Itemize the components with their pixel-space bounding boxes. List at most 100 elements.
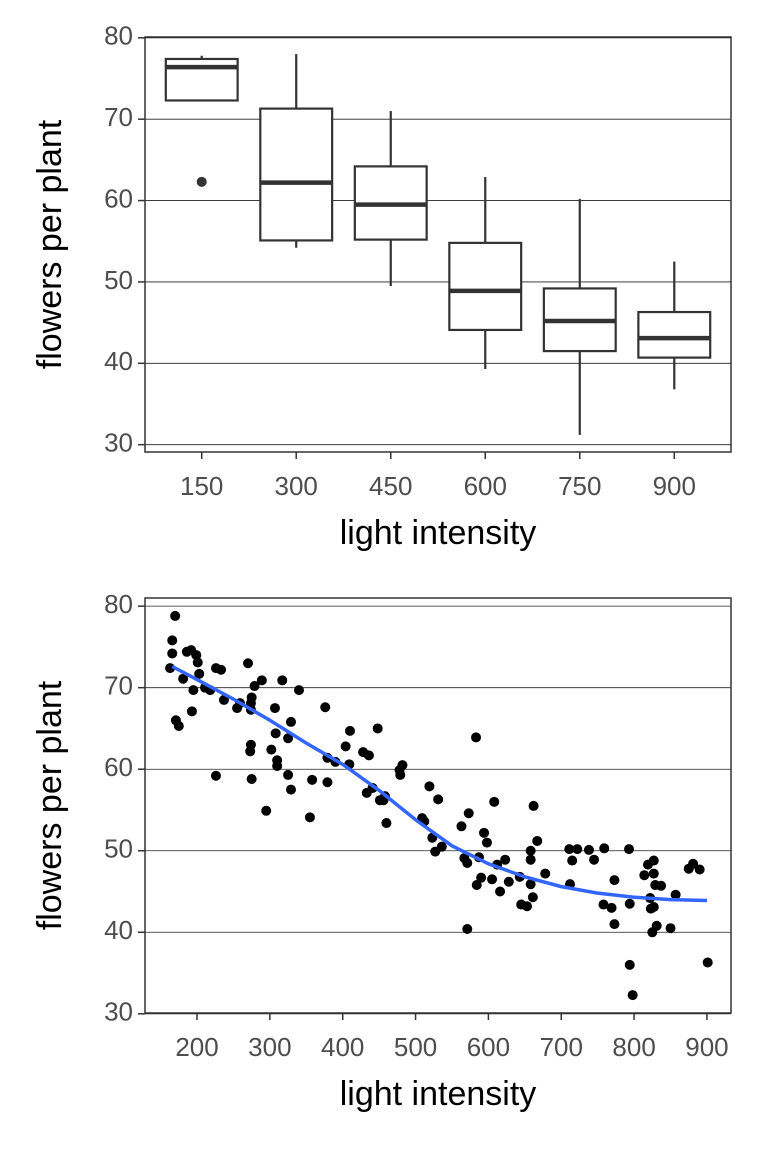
y-tick-label: 70 [104, 102, 133, 132]
x-tick-label: 700 [540, 1032, 583, 1062]
point [340, 741, 351, 752]
point [503, 876, 514, 887]
point [522, 901, 533, 912]
point [627, 990, 638, 1001]
point [395, 769, 406, 780]
box [448, 241, 523, 332]
point [688, 858, 699, 869]
point [186, 706, 197, 717]
x-tick-label: 600 [464, 471, 507, 501]
point [589, 854, 600, 865]
point [170, 610, 181, 621]
point [307, 774, 318, 785]
point [456, 821, 467, 832]
point [243, 658, 254, 669]
panel-border [144, 36, 732, 453]
point [283, 733, 294, 744]
point [540, 868, 551, 879]
box [259, 107, 334, 242]
point [481, 837, 492, 848]
point [167, 648, 178, 659]
point [283, 769, 294, 780]
box [637, 310, 712, 359]
outlier [196, 176, 207, 187]
point [564, 844, 575, 855]
point [270, 728, 281, 739]
point [173, 721, 184, 732]
point [165, 663, 176, 674]
point [462, 924, 473, 935]
y-tick-label: 40 [104, 346, 133, 376]
point [245, 746, 256, 757]
x-tick-label: 450 [369, 471, 412, 501]
point [624, 959, 635, 970]
point [261, 805, 272, 816]
x-tick-label: 200 [175, 1032, 218, 1062]
point [167, 635, 178, 646]
point [269, 703, 280, 714]
point [656, 880, 667, 891]
point [285, 784, 296, 795]
point [651, 920, 662, 931]
point [665, 923, 676, 934]
y-tick-label: 70 [104, 671, 133, 701]
point [381, 818, 392, 829]
point [320, 702, 331, 713]
point [363, 750, 374, 761]
point [372, 723, 383, 734]
point [670, 889, 681, 900]
y-tick-label: 40 [104, 915, 133, 945]
point [246, 692, 257, 703]
point [528, 800, 539, 811]
point [192, 657, 203, 668]
point [527, 892, 538, 903]
point [277, 675, 288, 686]
point [639, 870, 650, 881]
x-tick-label: 800 [612, 1032, 655, 1062]
point [178, 673, 189, 684]
point [294, 685, 305, 696]
point [479, 827, 490, 838]
x-tick-label: 150 [180, 471, 223, 501]
point [304, 812, 315, 823]
x-tick-label: 750 [558, 471, 601, 501]
point [476, 872, 487, 883]
point [525, 854, 536, 865]
point [463, 808, 474, 819]
y-tick-label: 80 [104, 589, 133, 619]
x-tick-label: 500 [394, 1032, 437, 1062]
point [532, 835, 543, 846]
point [525, 845, 536, 856]
x-tick-label: 400 [321, 1032, 364, 1062]
x-tick-label: 900 [685, 1032, 728, 1062]
point [471, 732, 482, 743]
point [694, 864, 705, 875]
x-tick-label: 900 [653, 471, 696, 501]
y-tick-label: 30 [104, 428, 133, 458]
y-tick-label: 60 [104, 752, 133, 782]
point [424, 781, 435, 792]
point [285, 716, 296, 727]
x-axis-title: light intensity [340, 1075, 537, 1113]
y-tick-label: 80 [104, 21, 133, 51]
point [598, 899, 609, 910]
point [500, 854, 511, 865]
point [609, 875, 620, 886]
x-tick-label: 300 [248, 1032, 291, 1062]
point [246, 774, 257, 785]
point [567, 855, 578, 866]
point [218, 694, 229, 705]
point [648, 868, 659, 879]
point [609, 919, 620, 930]
point [648, 902, 659, 913]
smooth-line [171, 664, 707, 903]
point [525, 879, 536, 890]
point [436, 841, 447, 852]
y-tick-label: 60 [104, 183, 133, 213]
point [624, 898, 635, 909]
point [266, 744, 277, 755]
point [216, 664, 227, 675]
point [397, 760, 408, 771]
y-tick-label: 50 [104, 834, 133, 864]
